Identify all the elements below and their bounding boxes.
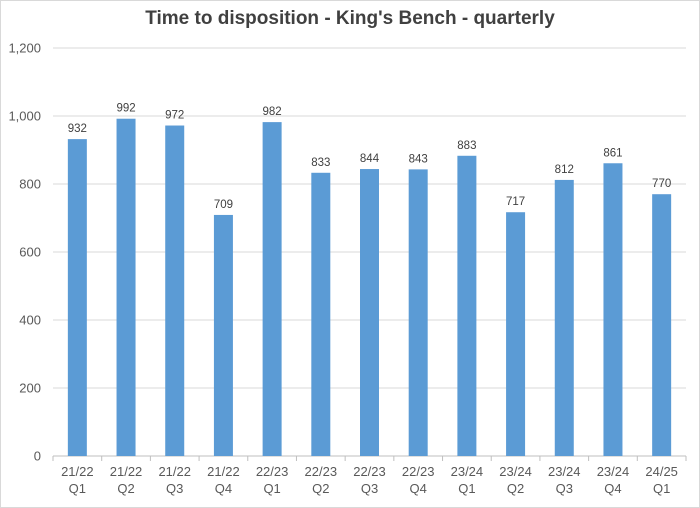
x-tick-label-year: 23/24 bbox=[451, 464, 484, 479]
y-tick-label: 1,000 bbox=[8, 109, 41, 124]
bar bbox=[506, 212, 526, 456]
data-label: 812 bbox=[555, 164, 574, 176]
data-label: 844 bbox=[360, 153, 380, 165]
x-tick-label-quarter: Q1 bbox=[653, 481, 670, 496]
bar bbox=[67, 139, 87, 456]
bar bbox=[603, 163, 623, 456]
x-tick-label-year: 22/23 bbox=[256, 464, 289, 479]
y-tick-label: 200 bbox=[19, 381, 41, 396]
data-label: 770 bbox=[652, 178, 671, 190]
x-tick-label-year: 23/24 bbox=[597, 464, 630, 479]
x-tick-label-year: 22/23 bbox=[353, 464, 386, 479]
x-tick-label-quarter: Q1 bbox=[263, 481, 280, 496]
x-tick-label-quarter: Q1 bbox=[69, 481, 86, 496]
bar bbox=[554, 179, 574, 457]
x-tick-label-quarter: Q2 bbox=[117, 481, 134, 496]
y-tick-label: 800 bbox=[19, 177, 41, 192]
data-label: 861 bbox=[603, 147, 622, 159]
bar bbox=[311, 172, 331, 456]
data-label: 883 bbox=[457, 140, 476, 152]
x-tick-label-quarter: Q3 bbox=[361, 481, 378, 496]
x-tick-label-year: 21/22 bbox=[61, 464, 94, 479]
x-tick-label-year: 21/22 bbox=[207, 464, 240, 479]
bar bbox=[213, 214, 233, 456]
data-label: 982 bbox=[263, 106, 282, 118]
data-label: 843 bbox=[409, 153, 428, 165]
x-tick-label-year: 23/24 bbox=[548, 464, 581, 479]
data-label: 709 bbox=[214, 199, 233, 211]
x-tick-label-quarter: Q4 bbox=[410, 481, 427, 496]
bar bbox=[262, 122, 282, 457]
x-tick-label-year: 21/22 bbox=[110, 464, 143, 479]
data-label: 932 bbox=[68, 123, 87, 135]
data-label: 972 bbox=[165, 110, 184, 122]
x-tick-label-quarter: Q2 bbox=[312, 481, 329, 496]
bar bbox=[360, 169, 379, 457]
x-tick-label-year: 24/25 bbox=[645, 464, 678, 479]
chart-title: Time to disposition - King's Bench - qua… bbox=[145, 8, 555, 29]
bar bbox=[652, 194, 672, 456]
x-tick-label-quarter: Q1 bbox=[458, 481, 475, 496]
data-label: 833 bbox=[311, 157, 330, 169]
x-tick-label-year: 23/24 bbox=[499, 464, 532, 479]
x-tick-label-year: 22/23 bbox=[402, 464, 435, 479]
x-tick-label-quarter: Q4 bbox=[604, 481, 621, 496]
y-tick-label: 600 bbox=[19, 245, 41, 260]
y-tick-label: 400 bbox=[19, 313, 41, 328]
x-tick-label-quarter: Q4 bbox=[215, 481, 232, 496]
y-tick-label: 0 bbox=[34, 449, 41, 464]
bar bbox=[165, 125, 185, 457]
data-label: 717 bbox=[506, 196, 525, 208]
x-tick-label-year: 21/22 bbox=[158, 464, 191, 479]
x-tick-label-quarter: Q3 bbox=[166, 481, 183, 496]
data-label: 992 bbox=[116, 103, 135, 115]
x-tick-label-quarter: Q2 bbox=[507, 481, 524, 496]
bar bbox=[408, 169, 428, 456]
y-tick-label: 1,200 bbox=[8, 41, 41, 56]
x-tick-label-year: 22/23 bbox=[305, 464, 338, 479]
bar bbox=[457, 155, 477, 456]
bar bbox=[116, 118, 136, 456]
x-tick-label-quarter: Q3 bbox=[556, 481, 573, 496]
